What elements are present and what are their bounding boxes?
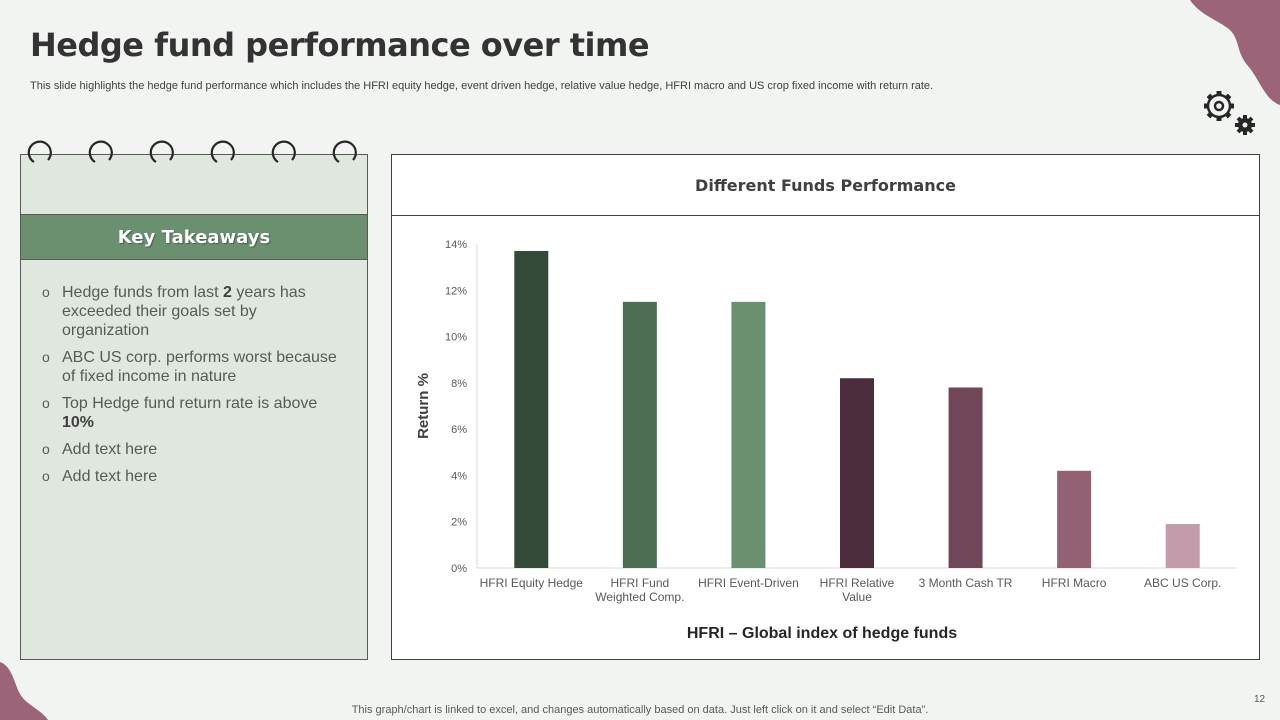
page-title: Hedge fund performance over time bbox=[30, 26, 650, 64]
bullet-marker: o bbox=[42, 468, 50, 484]
bar-2 bbox=[622, 301, 657, 568]
x-tick-label: HFRI Relative bbox=[820, 576, 895, 590]
takeaway-item: o Add text here bbox=[42, 467, 342, 486]
footer-note: This graph/chart is linked to excel, and… bbox=[351, 704, 929, 716]
y-tick-label: 2% bbox=[451, 517, 467, 529]
x-tick-label: ABC US Corp. bbox=[1144, 576, 1221, 590]
takeaway-emphasis: 10% bbox=[62, 414, 95, 431]
bullet-marker: o bbox=[42, 284, 50, 300]
y-tick-label: 4% bbox=[451, 470, 467, 482]
bar-7 bbox=[1165, 524, 1200, 568]
takeaway-item: o Add text here bbox=[42, 440, 342, 459]
chart-title-band: Different Funds Performance bbox=[392, 155, 1259, 216]
takeaway-text: Add text here bbox=[62, 468, 158, 485]
x-tick-label: Value bbox=[842, 590, 872, 604]
corner-decoration bbox=[0, 662, 48, 720]
bar-5 bbox=[948, 387, 983, 568]
x-tick-label: Weighted Comp. bbox=[595, 590, 684, 604]
page-subtitle: This slide highlights the hedge fund per… bbox=[30, 80, 934, 92]
x-tick-label: HFRI Macro bbox=[1042, 576, 1107, 590]
bar-chart: 0% 2% 4% 6% 8% 10% 12% 14% HFRI Equity Hedge HFRI… bbox=[415, 239, 1237, 642]
bullet-marker: o bbox=[42, 349, 50, 365]
takeaway-text: Hedge funds from last bbox=[62, 284, 223, 301]
y-tick-label: 14% bbox=[445, 239, 467, 251]
y-tick-label: 0% bbox=[451, 563, 467, 575]
bar-3 bbox=[731, 301, 766, 568]
chart-panel: Different Funds Performance 0% 2% 4% 6% 8% 10… bbox=[391, 154, 1260, 660]
takeaway-item: o ABC US corp. performs worst because of … bbox=[42, 348, 342, 386]
x-tick-label: HFRI Equity Hedge bbox=[480, 576, 584, 590]
takeaway-text: years has exceeded their goals set by or… bbox=[62, 284, 306, 339]
bullet-marker: o bbox=[42, 395, 50, 411]
takeaway-item: o Top Hedge fund return rate is above 10% bbox=[42, 394, 342, 432]
takeaways-header: Key Takeaways bbox=[21, 214, 367, 260]
notebook-rings bbox=[27, 140, 357, 163]
bullet-marker: o bbox=[42, 441, 50, 457]
y-tick-label: 6% bbox=[451, 424, 467, 436]
x-tick-label: HFRI Event-Driven bbox=[698, 576, 799, 590]
bar-4 bbox=[840, 378, 874, 568]
x-tick-label: HFRI Fund bbox=[611, 576, 670, 590]
gears-icon bbox=[1204, 91, 1255, 135]
takeaways-heading: Key Takeaways bbox=[117, 226, 271, 248]
takeaway-text: Add text here bbox=[62, 441, 158, 458]
x-tick-label: 3 Month Cash TR bbox=[919, 576, 1013, 590]
page-number: 12 bbox=[1254, 694, 1266, 705]
x-axis-title: HFRI – Global index of hedge funds bbox=[687, 625, 957, 642]
y-tick-label: 12% bbox=[445, 285, 467, 297]
takeaway-text: Top Hedge fund return rate is above bbox=[62, 395, 318, 412]
chart-title: Different Funds Performance bbox=[695, 175, 956, 195]
y-tick-label: 10% bbox=[445, 332, 467, 344]
takeaways-list: o Hedge funds from last 2 years has excee… bbox=[42, 283, 342, 494]
takeaway-item: o Hedge funds from last 2 years has excee… bbox=[42, 283, 342, 340]
bar-1 bbox=[514, 250, 549, 568]
bar-6 bbox=[1057, 470, 1092, 568]
takeaways-panel: Key Takeaways bbox=[20, 154, 368, 660]
takeaway-emphasis: 2 bbox=[222, 284, 232, 301]
y-tick-label: 8% bbox=[451, 378, 467, 390]
takeaway-text: ABC US corp. performs worst because of f… bbox=[62, 349, 337, 385]
y-axis-title: Return % bbox=[415, 373, 432, 439]
corner-decoration bbox=[1190, 0, 1280, 105]
